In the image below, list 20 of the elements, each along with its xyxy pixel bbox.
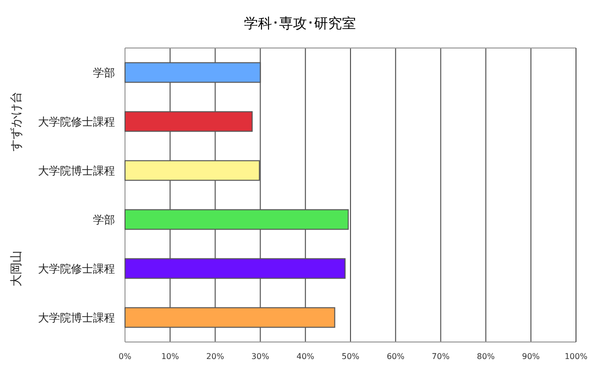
x-tick-label: 10% <box>161 352 180 361</box>
x-tick-label: 40% <box>296 352 315 361</box>
chart-title: 学科･専攻･研究室 <box>244 16 356 32</box>
y-tick-label: 学部 <box>93 214 115 226</box>
text: すずかけ台 <box>9 92 23 152</box>
x-tick-label: 70% <box>432 352 450 361</box>
x-tick-label: 50% <box>342 352 360 361</box>
y-tick-label: 大学院博士課程 <box>38 164 115 178</box>
x-tick-label: 60% <box>386 352 405 361</box>
y-tick-label: 学部 <box>93 66 115 80</box>
y-tick-label: 大学院修士課程 <box>38 116 115 128</box>
x-tick-label: 90% <box>522 352 540 361</box>
text: 大岡山 <box>9 250 23 286</box>
x-tick-label: 30% <box>251 352 270 361</box>
x-tick-label: 80% <box>476 352 496 361</box>
y-tick-label: 大学院博士課程 <box>38 312 115 324</box>
x-tick-label: 20% <box>206 352 224 361</box>
y-tick-label: 大学院修士課程 <box>38 262 115 276</box>
x-tick-label: 0% <box>118 352 132 361</box>
x-tick-label: 100% <box>564 352 588 361</box>
